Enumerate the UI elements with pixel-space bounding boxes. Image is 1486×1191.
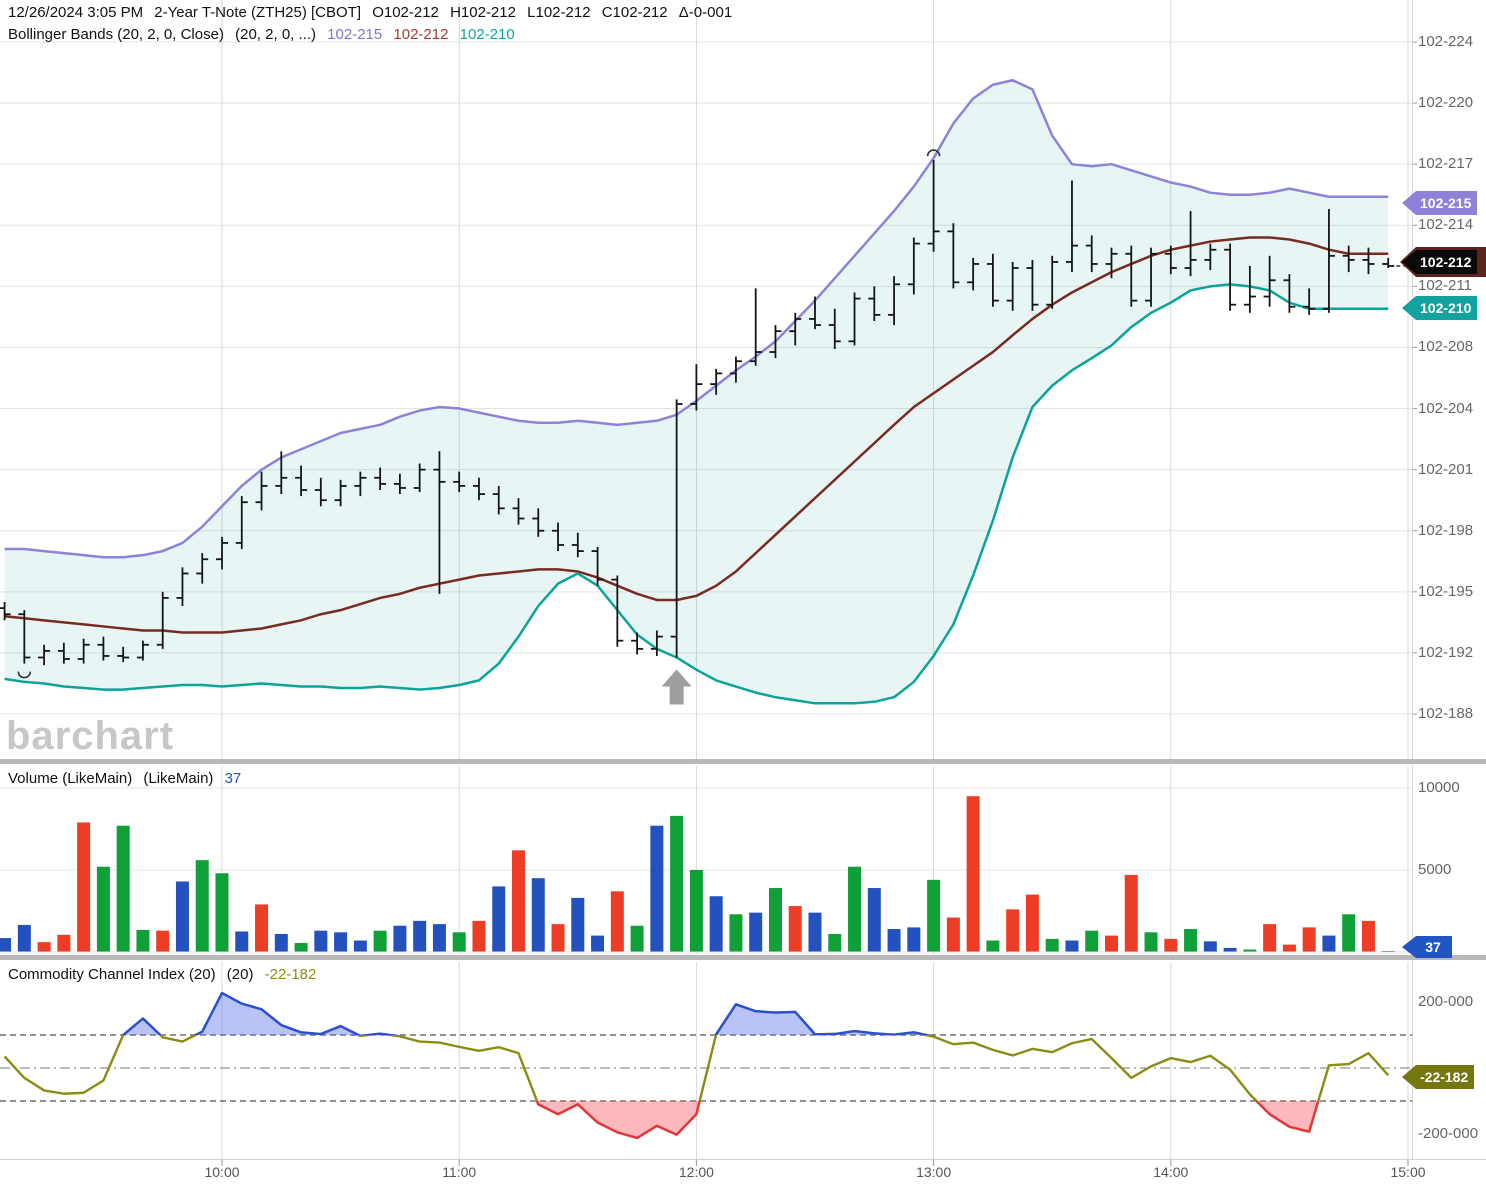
volume-badge: 37 <box>1402 936 1452 958</box>
bb-lower-badge: 102-210 <box>1402 296 1478 320</box>
cci-axis-label: -200-000 <box>1418 1125 1479 1142</box>
price-axis-label: 102-201 <box>1418 460 1474 478</box>
cci-line-oversold <box>535 1101 1320 1140</box>
panel-separator[interactable] <box>0 759 1486 764</box>
price-axis-border <box>1412 0 1413 1160</box>
bb-lower-value: 102-210 <box>459 26 515 43</box>
panel-separator[interactable] <box>0 955 1486 960</box>
cci-params[interactable]: (20) <box>226 966 254 983</box>
bollinger-lower-line[interactable] <box>4 283 1389 705</box>
barchart-logo: barchart <box>6 714 175 758</box>
change-value: Δ-0-001 <box>678 4 733 21</box>
price-axis-label: 102-192 <box>1418 643 1474 661</box>
volume-last-value: 37 <box>224 770 242 787</box>
open-value: O102-212 <box>372 4 439 21</box>
bollinger-middle-line[interactable] <box>4 236 1389 634</box>
cci-panel-header: Commodity Channel Index (20) (20) -22-18… <box>8 966 323 983</box>
cci-oversold-fill <box>4 1101 1389 1138</box>
cci-title[interactable]: Commodity Channel Index (20) <box>8 966 216 983</box>
cci-line-overbought <box>121 991 932 1035</box>
study-label[interactable]: Bollinger Bands (20, 2, 0, Close) <box>8 26 224 43</box>
cci-overbought-fill <box>4 993 1389 1035</box>
ohlc-bars[interactable] <box>0 160 1395 666</box>
low-value: L102-212 <box>527 4 591 21</box>
price-axis-label: 102-211 <box>1418 277 1472 295</box>
time-axis-label[interactable]: 11:00 <box>442 1164 477 1180</box>
time-axis-label[interactable]: 15:00 <box>1390 1164 1426 1180</box>
price-axis-label: 102-195 <box>1418 582 1474 600</box>
instrument-name: 2-Year T-Note (ZTH25) [CBOT] <box>154 4 362 21</box>
time-axis-label[interactable]: 13:00 <box>916 1164 952 1180</box>
price-axis-label: 102-220 <box>1418 94 1474 112</box>
bb-middle-value: 102-212 <box>393 26 449 43</box>
high-value: H102-212 <box>450 4 516 21</box>
price-axis-label: 102-204 <box>1418 399 1474 417</box>
high-marker-circle <box>926 149 941 157</box>
time-axis-line <box>0 1159 1486 1160</box>
volume-title[interactable]: Volume (LikeMain) <box>8 770 133 787</box>
volume-axis-label: 5000 <box>1418 861 1452 878</box>
price-axis-label: 102-224 <box>1418 33 1474 50</box>
price-axis-label: 102-214 <box>1418 216 1474 234</box>
time-axis-label[interactable]: 12:00 <box>678 1164 714 1180</box>
chart-header-line1: 12/26/2024 3:05 PM 2-Year T-Note (ZTH25)… <box>8 4 739 21</box>
price-axis-label: 102-208 <box>1418 338 1474 356</box>
timestamp: 12/26/2024 3:05 PM <box>8 4 144 21</box>
price-axis-label: 102-198 <box>1418 521 1474 539</box>
bb-upper-badge: 102-215 <box>1402 191 1478 215</box>
price-axis-label: 102-188 <box>1418 705 1474 722</box>
volume-axis-label: 10000 <box>1418 779 1460 796</box>
cci-badge: -22-182 <box>1402 1065 1475 1089</box>
chart-header-line2: Bollinger Bands (20, 2, 0, Close) (20, 2… <box>8 26 522 43</box>
volume-panel-header: Volume (LikeMain) (LikeMain) 37 <box>8 770 248 787</box>
close-value: C102-212 <box>601 4 668 21</box>
up-arrow-annotation <box>661 669 692 705</box>
low-marker-circle <box>17 671 32 679</box>
volume-params[interactable]: (LikeMain) <box>143 770 214 787</box>
bollinger-band-fill <box>4 80 1389 704</box>
bb-upper-value: 102-215 <box>327 26 383 43</box>
time-axis-label[interactable]: 10:00 <box>204 1164 240 1180</box>
volume-bars[interactable] <box>0 796 1395 952</box>
last-price-badge: 102-212 <box>1402 250 1478 274</box>
study-params[interactable]: (20, 2, 0, ...) <box>235 26 316 43</box>
price-axis-label: 102-217 <box>1418 155 1474 173</box>
time-axis-label[interactable]: 14:00 <box>1153 1164 1189 1180</box>
cci-last-value: -22-182 <box>264 966 317 983</box>
cci-axis-label: 200-000 <box>1418 993 1474 1010</box>
